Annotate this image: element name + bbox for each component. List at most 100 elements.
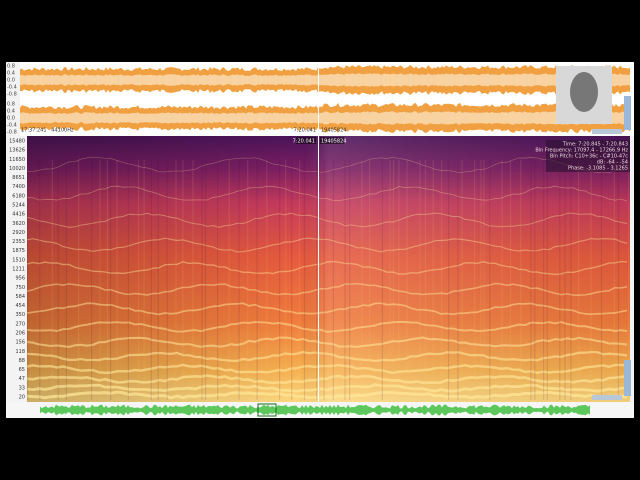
info-line: Bin Frequency: 17097.4 - 17266.9 Hz [535, 148, 628, 154]
transient [285, 160, 287, 400]
transient [530, 160, 532, 400]
harmonic [26, 185, 628, 202]
amplitude-label: -0.8 [7, 130, 17, 136]
transient [150, 160, 152, 400]
transient [344, 160, 346, 400]
transient [628, 160, 630, 400]
transient [204, 160, 207, 400]
transient [483, 160, 485, 400]
transient [192, 160, 194, 400]
frequency-label: 3620 [12, 221, 25, 227]
transient [166, 160, 168, 400]
transient [543, 160, 545, 400]
transient [51, 160, 53, 400]
transient [448, 160, 450, 400]
transient [474, 160, 476, 400]
frequency-label: 7400 [12, 184, 25, 190]
transient [256, 160, 258, 400]
frequency-label: 5244 [12, 203, 25, 209]
transient [316, 160, 318, 400]
transient [398, 160, 400, 400]
frequency-label: 2920 [12, 230, 25, 236]
channel-rms [20, 73, 630, 87]
frequency-label: 13626 [9, 148, 25, 154]
db-slider[interactable] [624, 360, 631, 396]
frequency-label: 1875 [12, 248, 25, 254]
frequency-label: 156 [15, 340, 25, 346]
harmonic [26, 336, 628, 348]
time-label: 17:37.241 · 44100Hz [21, 128, 74, 134]
frequency-label: 47 [19, 376, 25, 382]
waveform: 0.80.40.0-0.4-0.80.80.40.0-0.4-0.8 [7, 64, 630, 136]
transient [175, 160, 177, 400]
scroll-button[interactable] [592, 129, 622, 134]
info-box [546, 140, 630, 172]
amplitude-label: -0.4 [7, 85, 17, 91]
frequency-label: 4416 [12, 212, 25, 218]
frequency-label: 1510 [12, 257, 25, 263]
frequency-label: 33 [19, 385, 25, 391]
transient [266, 160, 268, 400]
transient [57, 160, 59, 400]
amplitude-label: -0.4 [7, 123, 17, 129]
frequency-label: 206 [15, 331, 25, 337]
spectrogram-shading [27, 136, 630, 402]
transient [279, 160, 281, 400]
transient [323, 160, 325, 400]
cursor-sample: 19405824 [321, 128, 346, 134]
transient [157, 160, 159, 400]
frequency-label: 350 [15, 312, 25, 318]
frequency-label: 8651 [12, 175, 25, 181]
frequency-label: 118 [15, 349, 25, 355]
cursor-tag [320, 137, 344, 144]
frequency-label: 750 [15, 285, 25, 291]
transient [349, 160, 351, 400]
transient [590, 160, 592, 400]
transient [369, 160, 371, 400]
scroll-button[interactable] [592, 395, 622, 400]
amplitude-label: 0.0 [7, 78, 15, 84]
harmonic [26, 237, 628, 253]
frequency-label: 1211 [12, 267, 25, 273]
transient [564, 160, 566, 400]
transient [520, 160, 522, 400]
transient [381, 160, 383, 400]
transient [534, 160, 536, 400]
cursor-sample: 19405824 [321, 139, 346, 145]
transient [116, 160, 118, 400]
channel-rms [20, 111, 630, 125]
transient [406, 160, 408, 400]
harmonic [26, 302, 628, 316]
harmonic [26, 260, 628, 276]
zoom-slider[interactable] [624, 96, 631, 130]
amplitude-ruler [6, 62, 20, 136]
transient [106, 160, 108, 400]
overview-viewport[interactable] [257, 403, 277, 417]
transient [99, 160, 101, 400]
info-line: dB: -64 - -54 [597, 160, 628, 166]
transient [27, 160, 29, 400]
overview[interactable] [6, 402, 634, 418]
transient [509, 160, 512, 400]
transient [480, 160, 482, 400]
frequency-label: 65 [19, 367, 25, 373]
harmonics [26, 156, 630, 400]
transient [489, 160, 491, 400]
transient [570, 160, 572, 400]
transient [559, 160, 561, 400]
frequency-label: 956 [15, 276, 25, 282]
transient [303, 160, 306, 400]
info-line: Bin Pitch: C10+36c - C#10-47c [550, 154, 628, 160]
transient [432, 160, 434, 400]
amplitude-label: 0.0 [7, 116, 15, 122]
frequency-label: 584 [15, 294, 25, 300]
harmonic [26, 390, 628, 400]
transient [617, 160, 620, 400]
info-line: Phase: -3.1085 - 3.1265 [568, 166, 628, 172]
overview-waveform [40, 404, 590, 416]
frequency-label: 20 [19, 395, 25, 401]
transient [461, 160, 463, 400]
transient [110, 160, 112, 400]
